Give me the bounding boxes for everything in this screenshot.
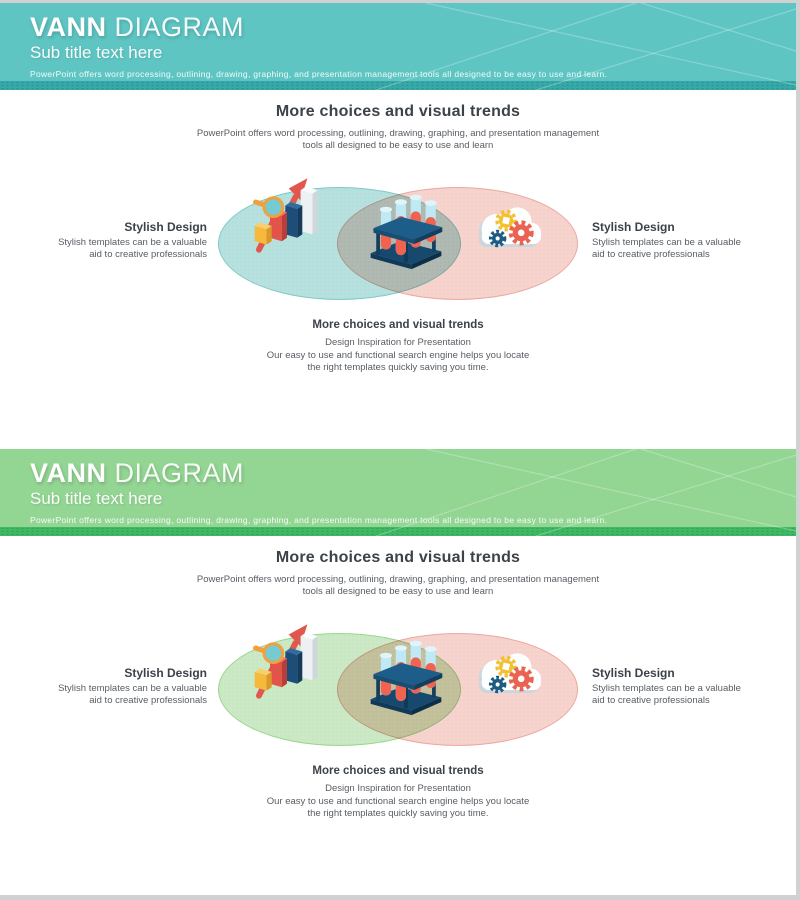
venn-right-ellipse: [337, 633, 578, 746]
right-stylish-design-label: Stylish Design Stylish templates can be …: [592, 220, 782, 260]
slide-preview-green: VANN DIAGRAM Sub title text here PowerPo…: [0, 449, 796, 895]
intro-block: More choices and visual trends PowerPoin…: [0, 549, 796, 598]
slide-subtitle: Sub title text here: [30, 43, 163, 62]
intro-block: More choices and visual trends PowerPoin…: [0, 103, 796, 152]
bottom-text-block: More choices and visual trends Design In…: [0, 319, 796, 375]
slide-header-description: PowerPoint offers word processing, outli…: [30, 515, 608, 525]
growth-chart-icon: [253, 624, 318, 699]
bottom-text-line: Design Inspiration for Presentation: [325, 783, 471, 794]
slide-title: VANN DIAGRAM: [30, 12, 796, 42]
cloud-gears-icon: [478, 653, 541, 694]
slide-header-description: PowerPoint offers word processing, outli…: [30, 69, 608, 79]
slide-title-light: DIAGRAM: [114, 458, 245, 488]
bottom-heading: More choices and visual trends: [312, 319, 484, 331]
bottom-text-line: the right templates quickly saving you t…: [307, 808, 489, 819]
slide-title-light: DIAGRAM: [114, 12, 245, 42]
header-dotted-strip: [0, 81, 796, 90]
slide-preview-teal: VANN DIAGRAM Sub title text here PowerPo…: [0, 3, 796, 449]
left-label-text-line: Stylish templates can be a valuable: [58, 683, 207, 694]
growth-chart-icon: [253, 178, 318, 253]
cloud-gears-icon: [478, 207, 541, 248]
test-tubes-icon: [370, 194, 443, 270]
right-label-text-line: aid to creative professionals: [592, 248, 710, 260]
right-label-text-line: Stylish templates can be a valuable: [592, 683, 741, 694]
left-label-title: Stylish Design: [124, 220, 207, 234]
header-dotted-strip: [0, 527, 796, 536]
intro-heading: More choices and visual trends: [275, 549, 521, 566]
left-stylish-design-label: Stylish Design Stylish templates can be …: [27, 220, 207, 260]
slide-title-bold: VANN: [30, 12, 107, 42]
slide-header: VANN DIAGRAM Sub title text here PowerPo…: [0, 449, 796, 536]
intro-heading: More choices and visual trends: [275, 103, 521, 120]
slide-header: VANN DIAGRAM Sub title text here PowerPo…: [0, 3, 796, 90]
right-stylish-design-label: Stylish Design Stylish templates can be …: [592, 666, 782, 706]
bottom-text-block: More choices and visual trends Design In…: [0, 765, 796, 821]
slide-subtitle: Sub title text here: [30, 489, 163, 508]
bottom-text-line: the right templates quickly saving you t…: [307, 362, 489, 373]
bottom-text-line: Our easy to use and functional search en…: [266, 795, 530, 807]
intro-description-line: PowerPoint offers word processing, outli…: [196, 574, 600, 585]
intro-description-line: PowerPoint offers word processing, outli…: [196, 128, 600, 139]
slide-title: VANN DIAGRAM: [30, 458, 796, 488]
left-label-text-line: aid to creative professionals: [89, 248, 207, 260]
right-label-text-line: Stylish templates can be a valuable: [592, 237, 741, 248]
left-label-title: Stylish Design: [124, 666, 207, 680]
intro-description-line: tools all designed to be easy to use and…: [302, 140, 494, 151]
test-tubes-icon: [370, 640, 443, 716]
bottom-heading: More choices and visual trends: [312, 765, 484, 777]
right-label-title: Stylish Design: [592, 220, 675, 234]
bottom-text-line: Our easy to use and functional search en…: [266, 349, 530, 361]
right-label-text-line: aid to creative professionals: [592, 694, 710, 706]
right-label-title: Stylish Design: [592, 666, 675, 680]
intro-description-line: tools all designed to be easy to use and…: [302, 586, 494, 597]
left-label-text-line: Stylish templates can be a valuable: [58, 237, 207, 248]
bottom-text-line: Design Inspiration for Presentation: [325, 337, 471, 348]
left-stylish-design-label: Stylish Design Stylish templates can be …: [27, 666, 207, 706]
slide-title-bold: VANN: [30, 458, 107, 488]
left-label-text-line: aid to creative professionals: [89, 694, 207, 706]
